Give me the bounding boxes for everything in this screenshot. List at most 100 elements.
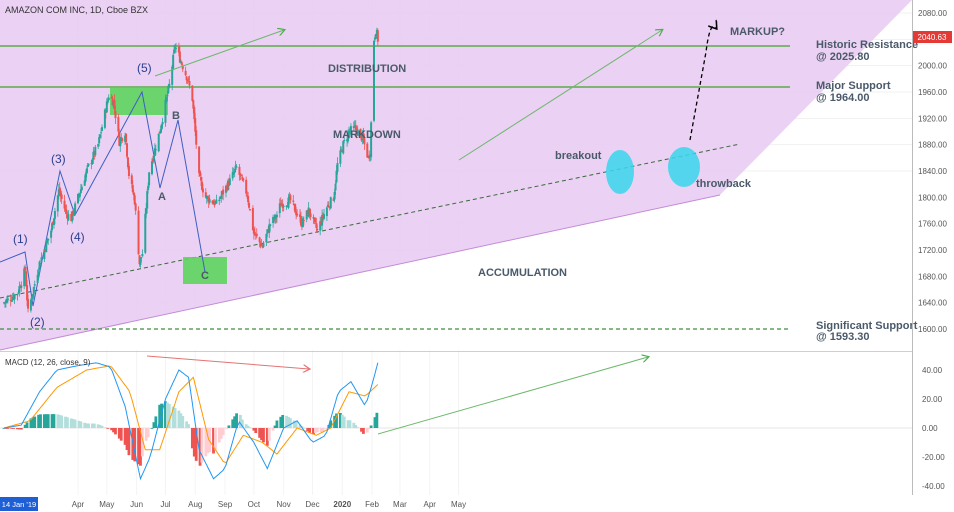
candle-body — [373, 40, 375, 121]
macd-histogram-bar — [79, 421, 83, 428]
candle-body — [240, 175, 243, 177]
arrow-accumulation — [458, 30, 662, 161]
macd-histogram-bar — [140, 428, 144, 457]
wave-3-label: (3) — [51, 152, 66, 166]
candle-body — [107, 97, 110, 101]
macd-histogram-bar — [225, 428, 229, 429]
candle-body — [334, 183, 337, 191]
macd-histogram-bar — [240, 419, 244, 428]
macd-histogram-bar — [19, 428, 23, 430]
macd-histogram-bar — [315, 428, 319, 433]
candle-body — [321, 214, 324, 226]
candle-body — [354, 124, 357, 130]
candle-body — [29, 299, 32, 311]
candle-body — [326, 204, 329, 207]
candle-body — [18, 286, 21, 293]
macd-histogram-bar — [340, 414, 344, 428]
candle-body — [38, 261, 41, 271]
macd-histogram-bar — [71, 419, 75, 428]
macd-histogram-bar — [248, 427, 252, 429]
candle-body — [259, 242, 262, 247]
candle-body — [359, 128, 362, 133]
macd-histogram-bar — [302, 427, 306, 429]
macd-histogram-bar — [106, 428, 110, 429]
macd-histogram-bar — [125, 428, 129, 450]
macd-histogram-bar — [356, 427, 360, 429]
candle-body — [258, 237, 261, 243]
candle-body — [292, 200, 295, 202]
wave-4-label: (4) — [70, 230, 85, 244]
macd-histogram-bar — [335, 413, 338, 428]
label-throwback: throwback — [696, 178, 752, 190]
candle-body — [272, 216, 275, 224]
macd-histogram-bar — [258, 428, 262, 438]
macd-histogram-bar — [127, 428, 131, 456]
candle-body — [97, 144, 100, 147]
candle-body — [220, 195, 223, 199]
candle-body — [87, 163, 90, 166]
candle-body — [172, 54, 175, 69]
macd-histogram-bar — [262, 428, 265, 443]
macd-histogram-bar — [313, 428, 317, 433]
macd-histogram-bar — [298, 424, 302, 428]
x-tick-label: Mar — [393, 500, 407, 509]
candle-body — [154, 149, 157, 151]
candle-body — [53, 211, 56, 219]
x-tick-label: Jun — [130, 500, 143, 509]
candle-body — [110, 97, 113, 99]
candle-body — [167, 85, 170, 94]
candle-body — [45, 241, 48, 253]
candle-body — [329, 197, 332, 209]
macd-histogram-bar — [139, 428, 142, 466]
candle-body — [201, 188, 204, 193]
candle-body — [105, 101, 108, 113]
macd-histogram-bar — [77, 420, 81, 428]
macd-histogram-bar — [56, 414, 60, 428]
macd-histogram-bar — [321, 428, 325, 432]
wave-a-label: A — [158, 191, 166, 203]
macd-histogram-bar — [100, 425, 104, 428]
x-tick-label: Nov — [277, 500, 291, 509]
candle-body — [177, 46, 180, 53]
wave-5-label: (5) — [137, 61, 152, 75]
candle-body — [191, 85, 194, 101]
candle-body — [231, 171, 234, 179]
label-accumulation: ACCUMULATION — [478, 267, 567, 279]
macd-histogram-bar — [123, 428, 127, 445]
candle-body — [215, 199, 218, 204]
candle-body — [92, 151, 95, 160]
candle-body — [299, 214, 301, 217]
macd-histogram-bar — [369, 425, 373, 428]
macd-histogram-bar — [306, 428, 310, 431]
macd-histogram-bar — [46, 414, 50, 428]
macd-histogram-bar — [150, 428, 154, 429]
macd-histogram-bar — [12, 428, 16, 429]
macd-histogram-bar — [144, 428, 148, 441]
macd-histogram-bar — [319, 428, 323, 433]
candle-body — [13, 294, 16, 300]
macd-histogram-bar — [198, 428, 202, 466]
x-tick-label: Apr — [424, 500, 437, 509]
candle-body — [232, 172, 235, 174]
candle-body — [248, 203, 251, 208]
macd-y-tick: -20.00 — [922, 453, 945, 462]
candle-body — [25, 271, 28, 287]
candle-body — [71, 211, 74, 222]
candle-body — [363, 138, 366, 145]
candle-body — [113, 100, 116, 110]
macd-histogram-bar — [181, 416, 185, 428]
macd-histogram-bar — [367, 428, 371, 430]
price-y-tick: 1600.00 — [918, 325, 947, 334]
candle-body — [86, 165, 89, 168]
candle-body — [141, 253, 144, 257]
candle-body — [187, 78, 190, 80]
macd-histogram-bar — [137, 428, 140, 465]
throwback-ellipse — [668, 147, 700, 187]
candle-body — [246, 195, 249, 197]
candle-body — [78, 193, 81, 197]
wave-b-label: B — [172, 110, 180, 122]
macd-histogram-bar — [219, 428, 223, 439]
macd-histogram-bar — [325, 428, 329, 430]
candle-body — [117, 117, 120, 132]
candle-body — [100, 132, 103, 134]
